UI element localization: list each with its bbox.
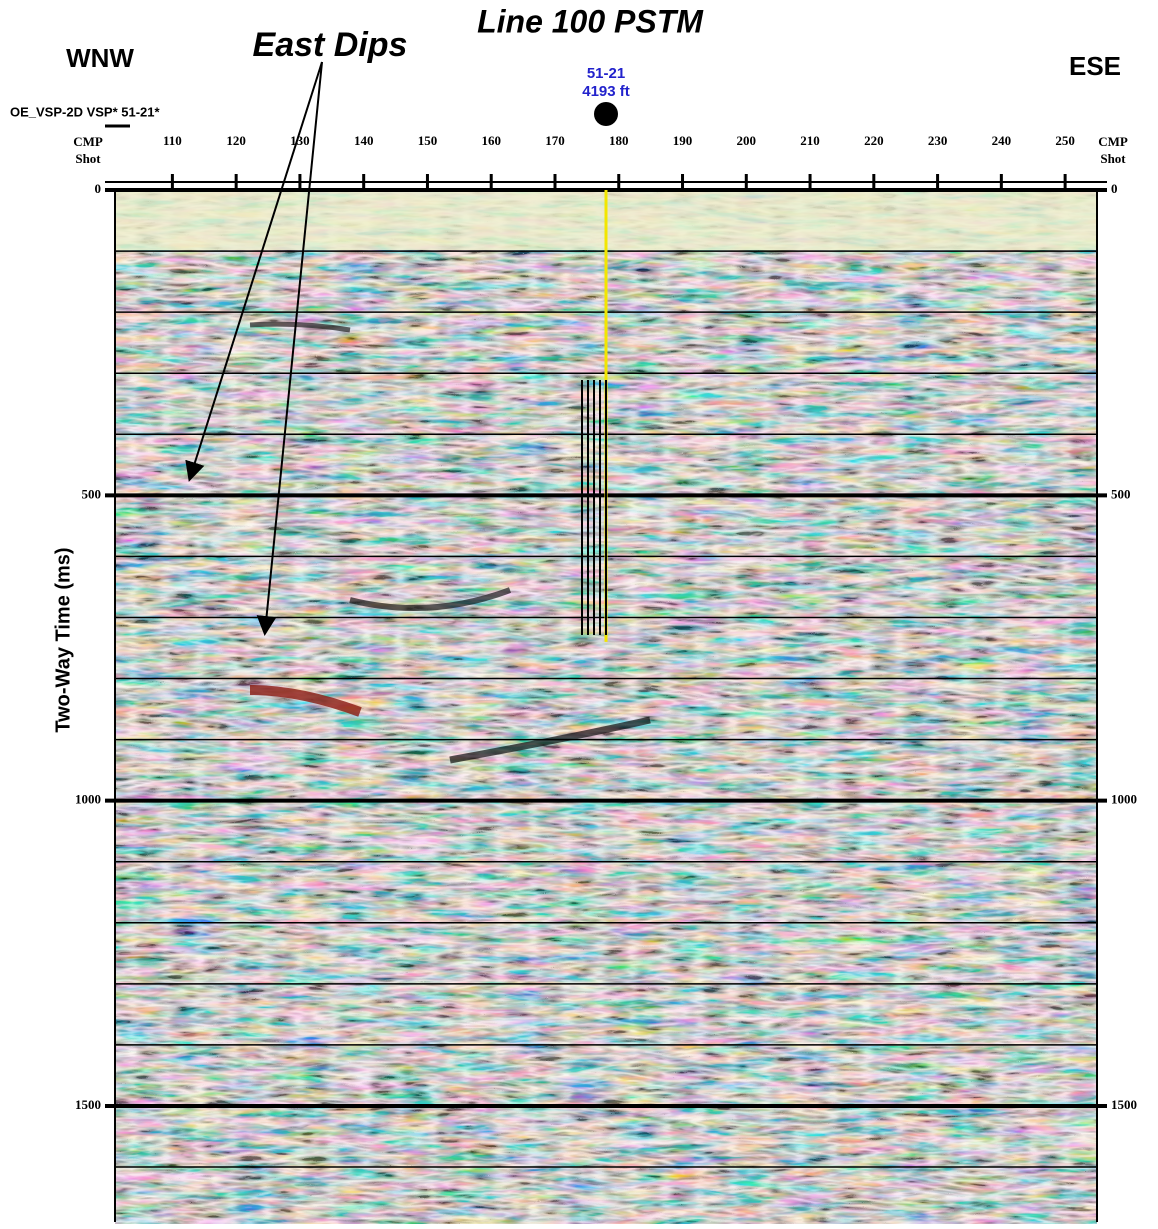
x-tick-label: 230 <box>928 133 948 148</box>
arrow <box>185 61 323 482</box>
y-tick-label: 1500 <box>75 1097 101 1112</box>
y-tick-label: 0 <box>95 181 102 196</box>
x-tick-label: 190 <box>673 133 693 148</box>
x-tick-label: 110 <box>163 133 182 148</box>
y-tick-label: 500 <box>1111 486 1131 501</box>
direction-left: WNW <box>66 43 134 73</box>
x-tick-label: 200 <box>737 133 757 148</box>
x-tick-label: 120 <box>226 133 246 148</box>
well-depth: 4193 ft <box>582 83 630 100</box>
x-axis-sublabel: Shot <box>75 151 101 166</box>
axes: 0 0 500 500 1000 1000 1500 1500 110 120 130 140 150 1… <box>75 65 1137 1222</box>
x-tick-label: 220 <box>864 133 884 148</box>
x-tick-label: 150 <box>418 133 438 148</box>
survey-label: OE_VSP-2D VSP* 51-21* <box>10 104 161 119</box>
x-tick-label: 210 <box>800 133 820 148</box>
y-tick-label: 500 <box>82 486 102 501</box>
y-tick-label: 1500 <box>1111 1097 1137 1112</box>
arrow <box>256 61 323 636</box>
x-tick-label: 130 <box>290 133 310 148</box>
y-tick-label: 0 <box>1111 181 1118 196</box>
annotation: East Dips <box>253 26 408 64</box>
x-tick-label: 240 <box>992 133 1012 148</box>
direction-right: ESE <box>1069 51 1121 81</box>
x-tick-label: 140 <box>354 133 374 148</box>
well-marker <box>594 102 618 126</box>
y-axis-label: Two-Way Time (ms) <box>52 547 74 732</box>
y-tick-label: 1000 <box>75 792 101 807</box>
x-tick-label: 160 <box>481 133 501 148</box>
x-axis-label: CMP <box>1098 134 1128 149</box>
x-tick-label: 180 <box>609 133 629 148</box>
x-axis-label: CMP <box>73 134 103 149</box>
x-axis-sublabel: Shot <box>1100 151 1126 166</box>
y-tick-label: 1000 <box>1111 792 1137 807</box>
chart-title: Line 100 PSTM <box>477 3 704 39</box>
x-tick-label: 170 <box>545 133 565 148</box>
well-name: 51-21 <box>587 65 625 82</box>
x-tick-label: 250 <box>1055 133 1075 148</box>
